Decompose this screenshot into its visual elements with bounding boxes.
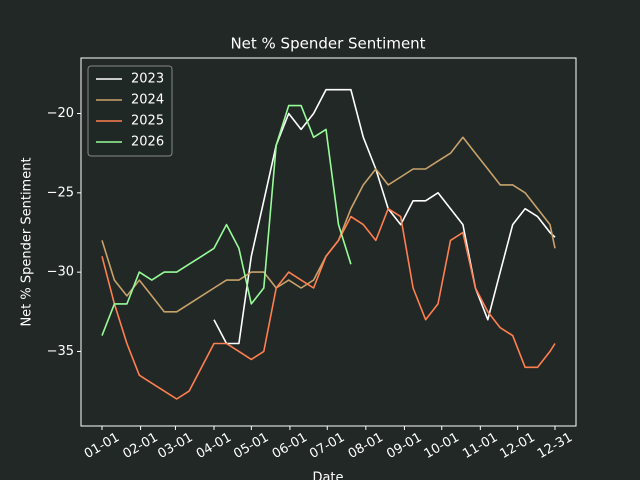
legend-label: 2026 xyxy=(131,135,164,150)
x-tick-label: 02-01 xyxy=(120,430,160,462)
marks xyxy=(101,88,556,400)
x-tick-label: 01-01 xyxy=(82,430,122,462)
x-tick-label: 12-01 xyxy=(498,430,538,462)
x-tick-label: 08-01 xyxy=(346,430,386,462)
series-line xyxy=(101,104,352,336)
legend-label: 2024 xyxy=(131,93,164,108)
legend-label: 2025 xyxy=(131,114,164,129)
legend-label: 2023 xyxy=(131,72,164,87)
x-tick-label: 06-01 xyxy=(270,430,310,462)
x-tick-label: 07-01 xyxy=(307,430,347,462)
y-tick-label: −20 xyxy=(47,106,74,121)
legend-box xyxy=(87,65,173,157)
y-axis-label: Net % Spender Sentiment xyxy=(20,157,35,326)
y-tick-label: −35 xyxy=(47,344,74,359)
x-axis-label: Date xyxy=(312,471,343,480)
y-tick-label: −25 xyxy=(47,185,74,200)
x-tick-label: 05-01 xyxy=(231,430,271,462)
chart-title: Net % Spender Sentiment xyxy=(230,35,425,53)
x-tick-label: 09-01 xyxy=(384,430,424,462)
x-tick-label: 10-01 xyxy=(422,430,462,462)
x-tick-label: 11-01 xyxy=(460,430,500,462)
x-tick-label: 03-01 xyxy=(155,430,195,462)
x-tick-label: 12-31 xyxy=(535,430,575,462)
y-tick-label: −30 xyxy=(47,265,74,280)
series-line xyxy=(101,207,556,400)
x-tick-label: 04-01 xyxy=(194,430,234,462)
